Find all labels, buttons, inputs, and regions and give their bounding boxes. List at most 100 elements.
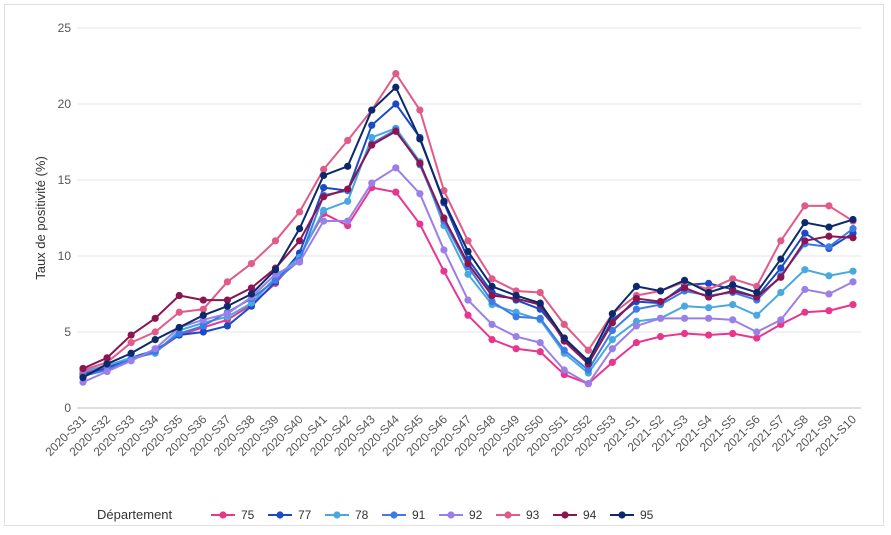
data-point <box>608 319 616 327</box>
data-point <box>464 247 472 256</box>
data-point <box>440 214 448 222</box>
data-point <box>705 279 713 287</box>
legend-label: 93 <box>526 508 540 522</box>
series-75 <box>79 184 857 388</box>
legend-item-92[interactable]: 92 <box>439 508 483 522</box>
line-chart: 0 5 10 15 20 25 Taux de positivité (%) 2020-S… <box>33 21 861 522</box>
legend-swatch-marker <box>219 511 227 519</box>
data-point <box>560 334 568 342</box>
legend-item-75[interactable]: 75 <box>211 508 255 522</box>
data-point <box>680 302 689 310</box>
data-point <box>320 171 328 180</box>
data-point <box>608 358 616 366</box>
legend[interactable]: Département 75 77 78 91 92 93 94 95 <box>97 507 654 522</box>
data-point <box>680 329 689 338</box>
data-point <box>608 310 616 318</box>
legend-item-95[interactable]: 95 <box>610 508 654 522</box>
data-point <box>271 266 280 274</box>
data-point <box>103 360 111 368</box>
y-tick-label: 20 <box>58 97 72 111</box>
data-point <box>488 336 496 344</box>
legend-swatch-marker <box>618 511 626 519</box>
data-point <box>777 288 785 297</box>
chart-frame: 0 5 10 15 20 25 Taux de positivité (%) 2020-S… <box>4 4 884 526</box>
data-point <box>849 225 857 233</box>
data-point <box>368 179 376 187</box>
data-point <box>632 305 641 313</box>
data-point <box>777 237 785 245</box>
legend-swatch-marker <box>447 511 455 519</box>
data-point <box>247 290 256 298</box>
data-point <box>368 106 376 114</box>
data-point <box>825 223 833 231</box>
data-point <box>175 323 183 332</box>
data-point <box>175 329 183 338</box>
data-point <box>464 311 472 319</box>
data-point <box>753 282 761 290</box>
data-point <box>488 291 496 300</box>
data-point <box>79 364 87 373</box>
data-point <box>392 100 400 108</box>
legend-item-93[interactable]: 93 <box>496 508 540 522</box>
data-point <box>247 284 256 292</box>
data-point <box>199 305 207 313</box>
data-point <box>753 288 761 297</box>
data-point <box>416 159 424 167</box>
data-point <box>295 208 304 216</box>
data-point <box>464 296 472 304</box>
data-point <box>223 322 231 330</box>
data-point <box>825 290 833 298</box>
data-point <box>127 349 135 357</box>
legend-item-77[interactable]: 77 <box>268 508 312 522</box>
data-point <box>632 294 641 303</box>
data-point <box>295 225 304 233</box>
data-point <box>560 320 568 328</box>
legend-title: Département <box>97 507 173 522</box>
data-point <box>440 197 448 205</box>
data-point <box>777 316 785 324</box>
data-point <box>777 264 785 272</box>
data-point <box>656 298 665 306</box>
data-point <box>416 135 424 143</box>
data-point <box>801 308 809 316</box>
data-point <box>801 266 809 274</box>
legend-label: 94 <box>583 508 597 522</box>
data-point <box>416 220 424 228</box>
series-94 <box>79 127 857 373</box>
data-point <box>584 366 592 374</box>
legend-label: 75 <box>241 508 255 522</box>
series-line <box>82 72 854 371</box>
data-point <box>584 380 592 388</box>
data-point <box>127 331 135 339</box>
data-point <box>753 311 761 319</box>
data-point <box>320 193 328 201</box>
data-point <box>825 307 833 315</box>
data-point <box>368 141 376 149</box>
legend-label: 77 <box>298 508 312 522</box>
series-95 <box>79 83 857 382</box>
data-point <box>368 133 376 142</box>
data-point <box>175 291 183 300</box>
data-point <box>79 374 87 382</box>
data-point <box>801 237 809 245</box>
data-point <box>825 243 833 251</box>
legend-swatch-marker <box>504 511 512 519</box>
legend-swatch-marker <box>390 511 398 519</box>
data-point <box>849 215 857 224</box>
data-point <box>536 288 544 297</box>
data-point <box>344 162 352 170</box>
legend-item-94[interactable]: 94 <box>553 508 597 522</box>
data-point <box>488 320 496 328</box>
data-point <box>849 234 857 242</box>
data-point <box>608 345 616 353</box>
data-point <box>295 258 304 266</box>
data-point <box>825 272 833 280</box>
data-point <box>464 270 472 278</box>
data-point <box>512 332 520 341</box>
legend-item-91[interactable]: 91 <box>382 508 426 522</box>
data-point <box>825 232 833 240</box>
data-point <box>801 285 809 294</box>
data-point <box>584 346 592 354</box>
legend-item-78[interactable]: 78 <box>325 508 369 522</box>
data-point <box>608 326 616 335</box>
